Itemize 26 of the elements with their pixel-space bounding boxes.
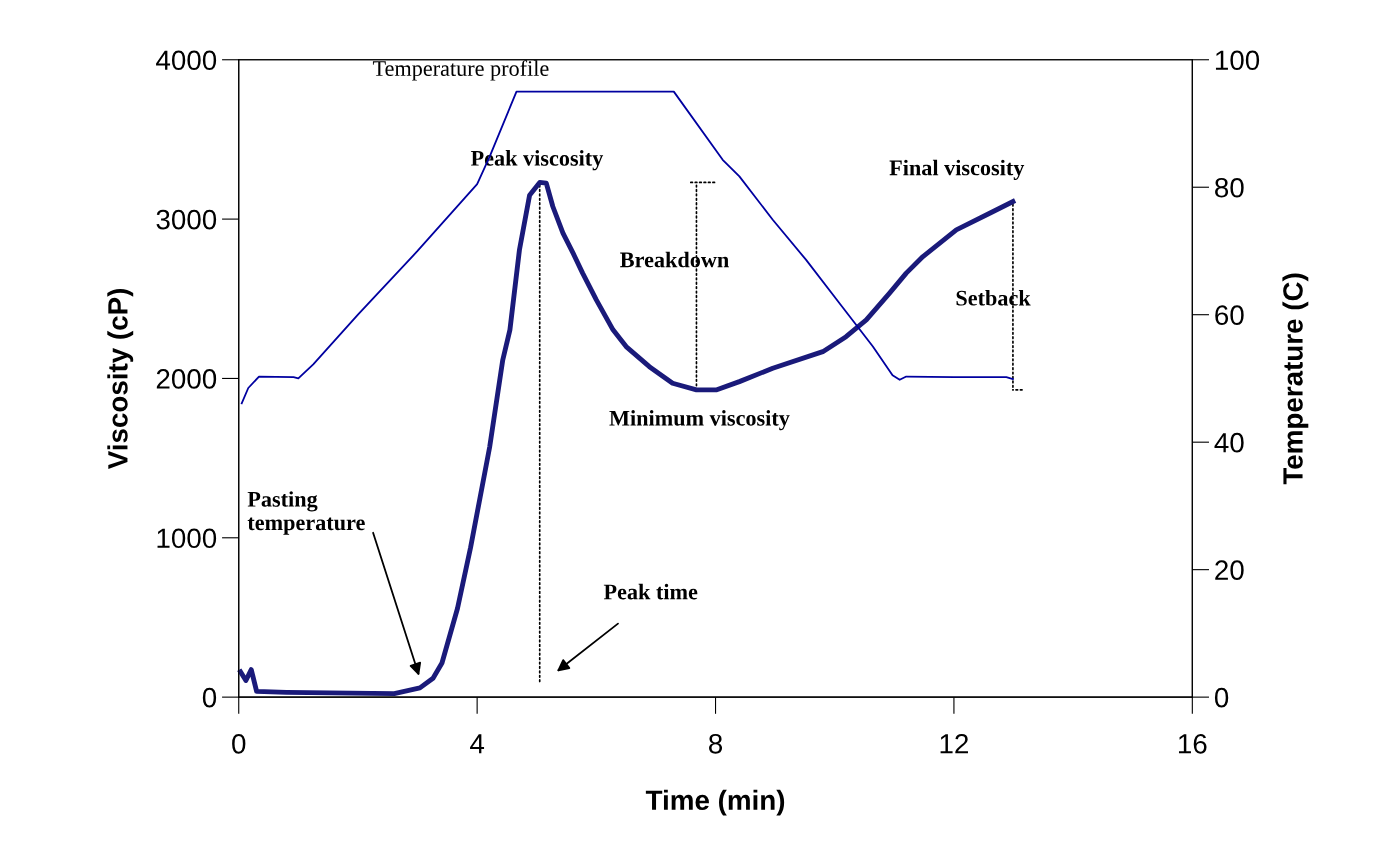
y2-tick-label: 60 <box>1215 305 1244 326</box>
y-tick-label: 3000 <box>156 209 217 230</box>
series-label: Temperature profile <box>372 60 549 81</box>
y-tick-label: 0 <box>202 687 217 708</box>
x-tick-label: 12 <box>940 733 968 754</box>
annotation: Minimum viscosity <box>609 410 790 431</box>
y2-axis-title: Temperature (C) <box>1282 273 1309 485</box>
y2-tick-label: 20 <box>1215 560 1244 580</box>
annotation: Breakdown <box>620 251 729 268</box>
x-tick-label: 4 <box>470 734 485 754</box>
x-tick-label: 16 <box>1178 733 1207 754</box>
y2-tick-label: 0 <box>1214 687 1229 708</box>
y2-tick-label: 100 <box>1215 50 1260 71</box>
x-tick-label: 0 <box>232 733 246 754</box>
annotation: Final viscosity <box>889 159 1025 180</box>
annotation: Pasting temperature <box>247 491 365 535</box>
annotation: Setback <box>956 289 1031 306</box>
y-tick-label: 1000 <box>157 528 217 549</box>
x-tick-label: 8 <box>709 733 723 754</box>
y2-tick-label: 80 <box>1215 177 1244 198</box>
x-axis-title: Time (min) <box>645 789 785 816</box>
y2-tick-label: 40 <box>1214 432 1244 453</box>
y-axis-title: Viscosity (cP) <box>107 288 134 470</box>
y-tick-label: 2000 <box>156 369 217 389</box>
annotation: Peak time <box>603 583 698 600</box>
y-tick-label: 4000 <box>156 50 217 71</box>
